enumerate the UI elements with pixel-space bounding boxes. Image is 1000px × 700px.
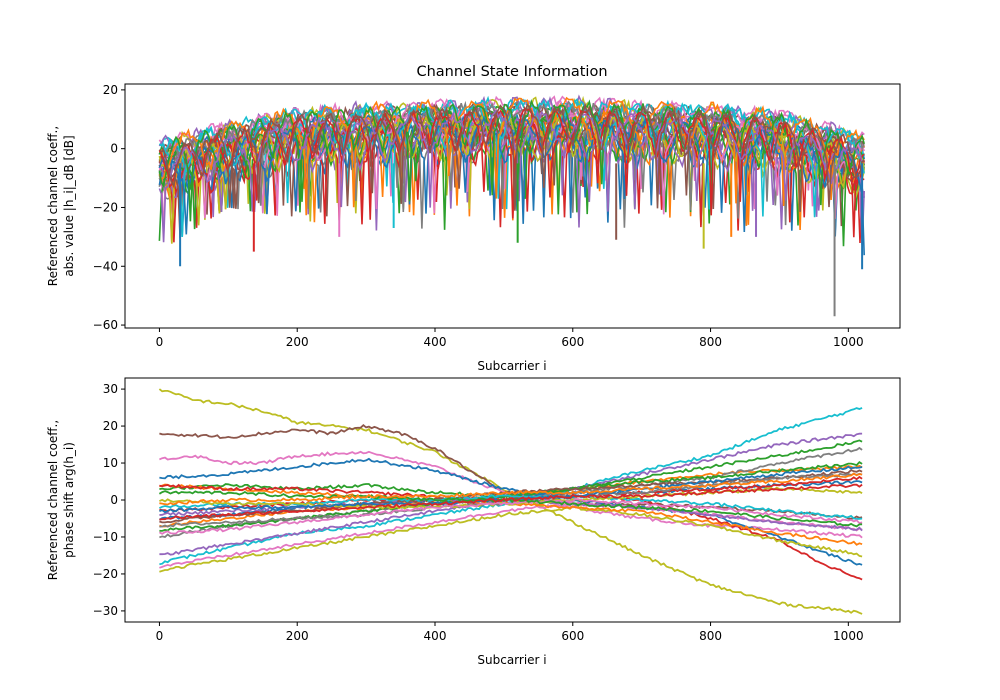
magnitude-lines (158, 94, 865, 317)
magnitude-series-line (158, 115, 865, 256)
phase-series-line (159, 407, 863, 566)
magnitude-x-tick-label: 400 (424, 335, 447, 349)
phase-x-tick-label: 0 (156, 629, 164, 643)
phase-series-line (158, 497, 863, 535)
magnitude-plot-frame (124, 83, 901, 329)
magnitude-x-tick-label: 800 (699, 335, 722, 349)
phase-axes: 0 200 400 600 800 1000 −30 −20 −10 0 10 20 30 (93, 382, 864, 643)
magnitude-x-tick-label: 1000 (833, 335, 864, 349)
phase-y-tick-label: 10 (103, 456, 118, 470)
magnitude-series-line (158, 107, 865, 238)
magnitude-x-tick-label: 600 (561, 335, 584, 349)
phase-y-tick-label: −30 (93, 604, 118, 618)
phase-series-line (159, 505, 863, 573)
magnitude-y-tick-label: 0 (110, 142, 118, 156)
phase-plot: 0 200 400 600 800 1000 −30 −20 −10 0 10 20 30 Subcar… (46, 377, 901, 667)
magnitude-y-label-line1: Referenced channel coeff., (46, 126, 60, 286)
magnitude-x-tick-label: 200 (286, 335, 309, 349)
magnitude-plot: 0 200 400 600 800 1000 −60 −40 −20 0 20 Subcarrier… (46, 83, 901, 373)
phase-y-tick-label: 0 (110, 493, 118, 507)
phase-series-line (159, 461, 863, 532)
phase-x-tick-label: 1000 (833, 629, 864, 643)
magnitude-series-line (158, 102, 865, 212)
phase-series-line (159, 472, 863, 506)
magnitude-x-label: Subcarrier i (477, 359, 546, 373)
phase-y-tick-label: −10 (93, 530, 118, 544)
phase-y-label-line1: Referenced channel coeff., (46, 420, 60, 580)
phase-lines (158, 388, 863, 615)
phase-x-tick-label: 600 (561, 629, 584, 643)
phase-x-label: Subcarrier i (477, 653, 546, 667)
magnitude-y-tick-label: −60 (93, 318, 118, 332)
magnitude-series-line (158, 111, 865, 244)
magnitude-x-tick-label: 0 (156, 335, 164, 349)
phase-x-tick-label: 400 (424, 629, 447, 643)
phase-series-line (159, 457, 863, 566)
magnitude-y-tick-label: 20 (103, 83, 118, 97)
phase-y-tick-label: 20 (103, 419, 118, 433)
phase-series-line (158, 490, 863, 528)
magnitude-axes: 0 200 400 600 800 1000 −60 −40 −20 0 20 (93, 83, 864, 349)
chart-title: Channel State Information (416, 64, 607, 80)
magnitude-y-label-line2: abs. value |h_i|_dB [dB] (62, 135, 76, 276)
phase-y-tick-label: 30 (103, 382, 118, 396)
magnitude-y-tick-label: −40 (93, 259, 118, 273)
phase-series-line (159, 483, 863, 521)
phase-y-tick-label: −20 (93, 567, 118, 581)
phase-y-label-line2: phase shift arg(h_i) (62, 442, 76, 558)
magnitude-y-tick-label: −20 (93, 200, 118, 214)
phase-x-tick-label: 200 (286, 629, 309, 643)
phase-x-tick-label: 800 (699, 629, 722, 643)
